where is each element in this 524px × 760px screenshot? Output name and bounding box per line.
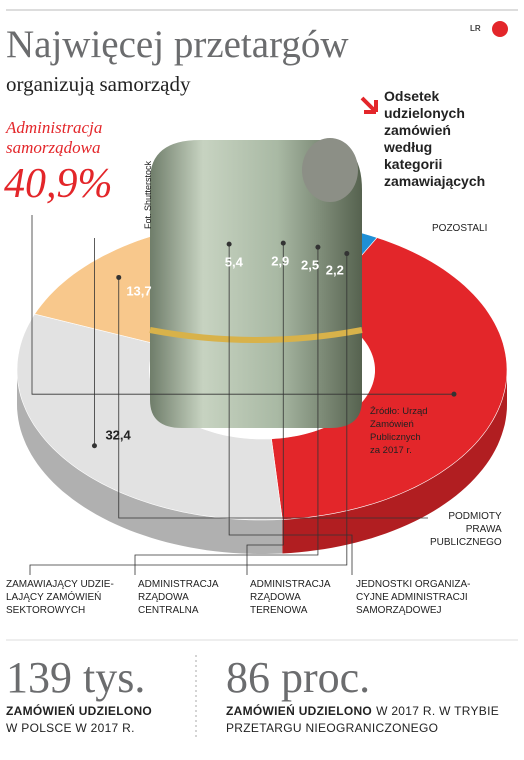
note: Odsetek udzielonych zamówień według kate…: [384, 88, 486, 189]
value-label: 2,9: [271, 253, 290, 269]
leader-line: [29, 253, 348, 575]
stat-rest: W POLSCE W 2017 R.: [6, 721, 135, 735]
leader-line: [31, 215, 454, 395]
leader-line: [246, 243, 284, 575]
money-roll: [150, 140, 362, 428]
stat-value: 139 tys.: [6, 653, 146, 702]
category-label: ADMINISTRACJA RZĄDOWA CENTRALNA: [138, 579, 219, 616]
logo: LR: [470, 24, 481, 33]
value-label: 32,4: [105, 427, 131, 443]
leader-dot: [116, 274, 122, 280]
category-label: PODMIOTY PRAWA PUBLICZNEGO: [430, 511, 502, 548]
stat-text: ZAMÓWIEŃ UDZIELONO W 2017 R. W TRYBIE PRZ…: [226, 703, 499, 737]
source: Źródło: Urząd Zamówień Publicznych za 20…: [370, 406, 428, 456]
stat-rest: W 2017 R. W TRYBIE PRZETARGU NIEOGRANICZ…: [226, 704, 500, 735]
leader-dot: [91, 443, 97, 449]
value-label: 13,7: [126, 283, 152, 299]
title: Najwięcej przetargów: [6, 23, 349, 66]
leader-dot: [226, 241, 232, 247]
rubber-band: [149, 327, 363, 343]
leader-dot: [315, 244, 321, 250]
value-label: 2,5: [300, 257, 320, 273]
value-label: 40,9%: [4, 161, 113, 207]
subtitle: organizują samorządy: [6, 72, 191, 96]
stat-value: 86 proc.: [226, 653, 371, 702]
value-label: 2,2: [325, 262, 344, 278]
leader-line: [228, 244, 353, 575]
category-label: ADMINISTRACJA RZĄDOWA TERENOWA: [250, 579, 331, 616]
logo-icon: [492, 21, 508, 37]
category-label: Administracja samorządowa: [6, 118, 103, 157]
stat-text: ZAMÓWIEŃ UDZIELONO W POLSCE W 2017 R.: [6, 703, 152, 737]
leader-dot: [451, 391, 457, 397]
stat-bold: ZAMÓWIEŃ UDZIELONO: [6, 704, 153, 718]
value-label: 5,4: [224, 254, 243, 270]
stat-bold: ZAMÓWIEŃ UDZIELONO: [226, 704, 373, 718]
segment-side: [17, 370, 283, 554]
leader-dot: [344, 251, 350, 257]
leader-line: [118, 277, 428, 519]
leader-dot: [280, 240, 286, 246]
category-label: ZAMAWIAJĄCY UDZIE- LAJĄCY ZAMÓWIEŃ SEKTO…: [6, 579, 114, 616]
note-arrow: [360, 96, 378, 114]
photo-credit: Fot. Shutterstock: [143, 160, 153, 230]
roll-end: [302, 138, 358, 202]
category-label: POZOSTALI: [432, 223, 488, 234]
category-label: JEDNOSTKI ORGANIZA- CYJNE ADMINISTRACJI …: [356, 579, 471, 616]
